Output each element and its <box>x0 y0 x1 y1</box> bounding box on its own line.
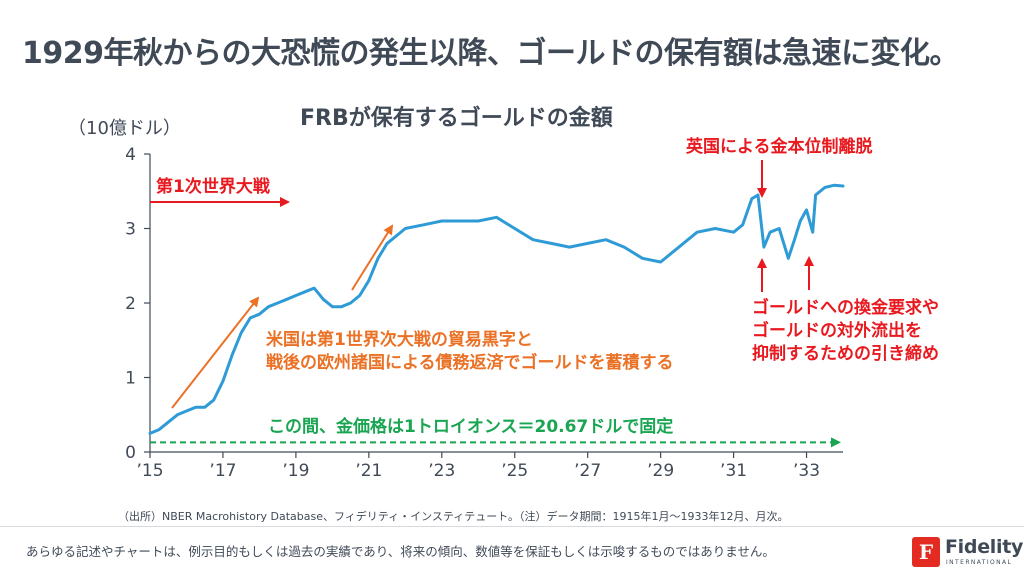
x-tick-label: ’25 <box>501 461 528 481</box>
y-tick-label: 2 <box>125 294 136 314</box>
trade-surplus-line-1: 米国は第1世界次大戦の貿易黒字と <box>266 330 533 350</box>
trade-arrow-2 <box>351 224 394 291</box>
y-tick-label: 0 <box>125 443 136 463</box>
x-tick-label: ’23 <box>428 461 455 481</box>
page-title: 1929年秋からの大恐慌の発生以降、ゴールドの保有額は急速に変化。 <box>22 36 960 71</box>
x-tick-label: ’19 <box>282 461 309 481</box>
wwi-annotation: 第1次世界大戦 <box>156 177 270 197</box>
tightening-annotation: ゴールドへの換金要求や ゴールドの対外流出を 抑制するための引き締め <box>752 297 939 366</box>
fidelity-logo: F Fidelity INTERNATIONAL <box>912 536 1023 570</box>
x-tick-label: ’21 <box>355 461 382 481</box>
x-tick-label: ’17 <box>209 461 236 481</box>
fidelity-logo-wordmark: Fidelity <box>945 536 1024 558</box>
fixed-gold-price-annotation: この間、金価格は1トロイオンス＝20.67ドルで固定 <box>268 417 674 437</box>
x-tick-label: ’33 <box>793 461 820 481</box>
chart-title: FRBが保有するゴールドの金額 <box>300 106 613 131</box>
tightening-line-1: ゴールドへの換金要求や <box>752 298 939 318</box>
fidelity-logo-mark: F <box>912 537 940 567</box>
x-tick-label: ’31 <box>720 461 747 481</box>
footer-divider <box>0 526 1024 527</box>
tightening-line-2: ゴールドの対外流出を <box>752 321 922 341</box>
source-note: （出所）NBER Macrohistory Database、フィデリティ・イン… <box>118 510 789 523</box>
y-axis-unit-label: （10億ドル） <box>68 118 181 139</box>
tightening-line-3: 抑制するための引き締め <box>752 344 939 364</box>
uk-gold-standard-exit-annotation: 英国による金本位制離脱 <box>686 137 873 157</box>
trade-arrow-1 <box>171 296 260 409</box>
trade-surplus-line-2: 戦後の欧州諸国による債務返済でゴールドを蓄積する <box>266 353 674 373</box>
x-tick-label: ’29 <box>647 461 674 481</box>
x-tick-label: ’15 <box>136 461 163 481</box>
fidelity-logo-subtitle: INTERNATIONAL <box>946 559 1013 566</box>
frb-gold-holdings-line <box>148 183 845 435</box>
disclaimer: あらゆる記述やチャートは、例示目的もしくは過去の実績であり、将来の傾向、数値等を… <box>26 544 775 559</box>
y-tick-label: 3 <box>125 220 136 240</box>
x-tick-label: ’27 <box>574 461 601 481</box>
trade-surplus-annotation: 米国は第1世界次大戦の貿易黒字と 戦後の欧州諸国による債務返済でゴールドを蓄積す… <box>266 329 674 375</box>
y-tick-label: 1 <box>125 369 136 389</box>
y-tick-label: 4 <box>125 145 136 165</box>
